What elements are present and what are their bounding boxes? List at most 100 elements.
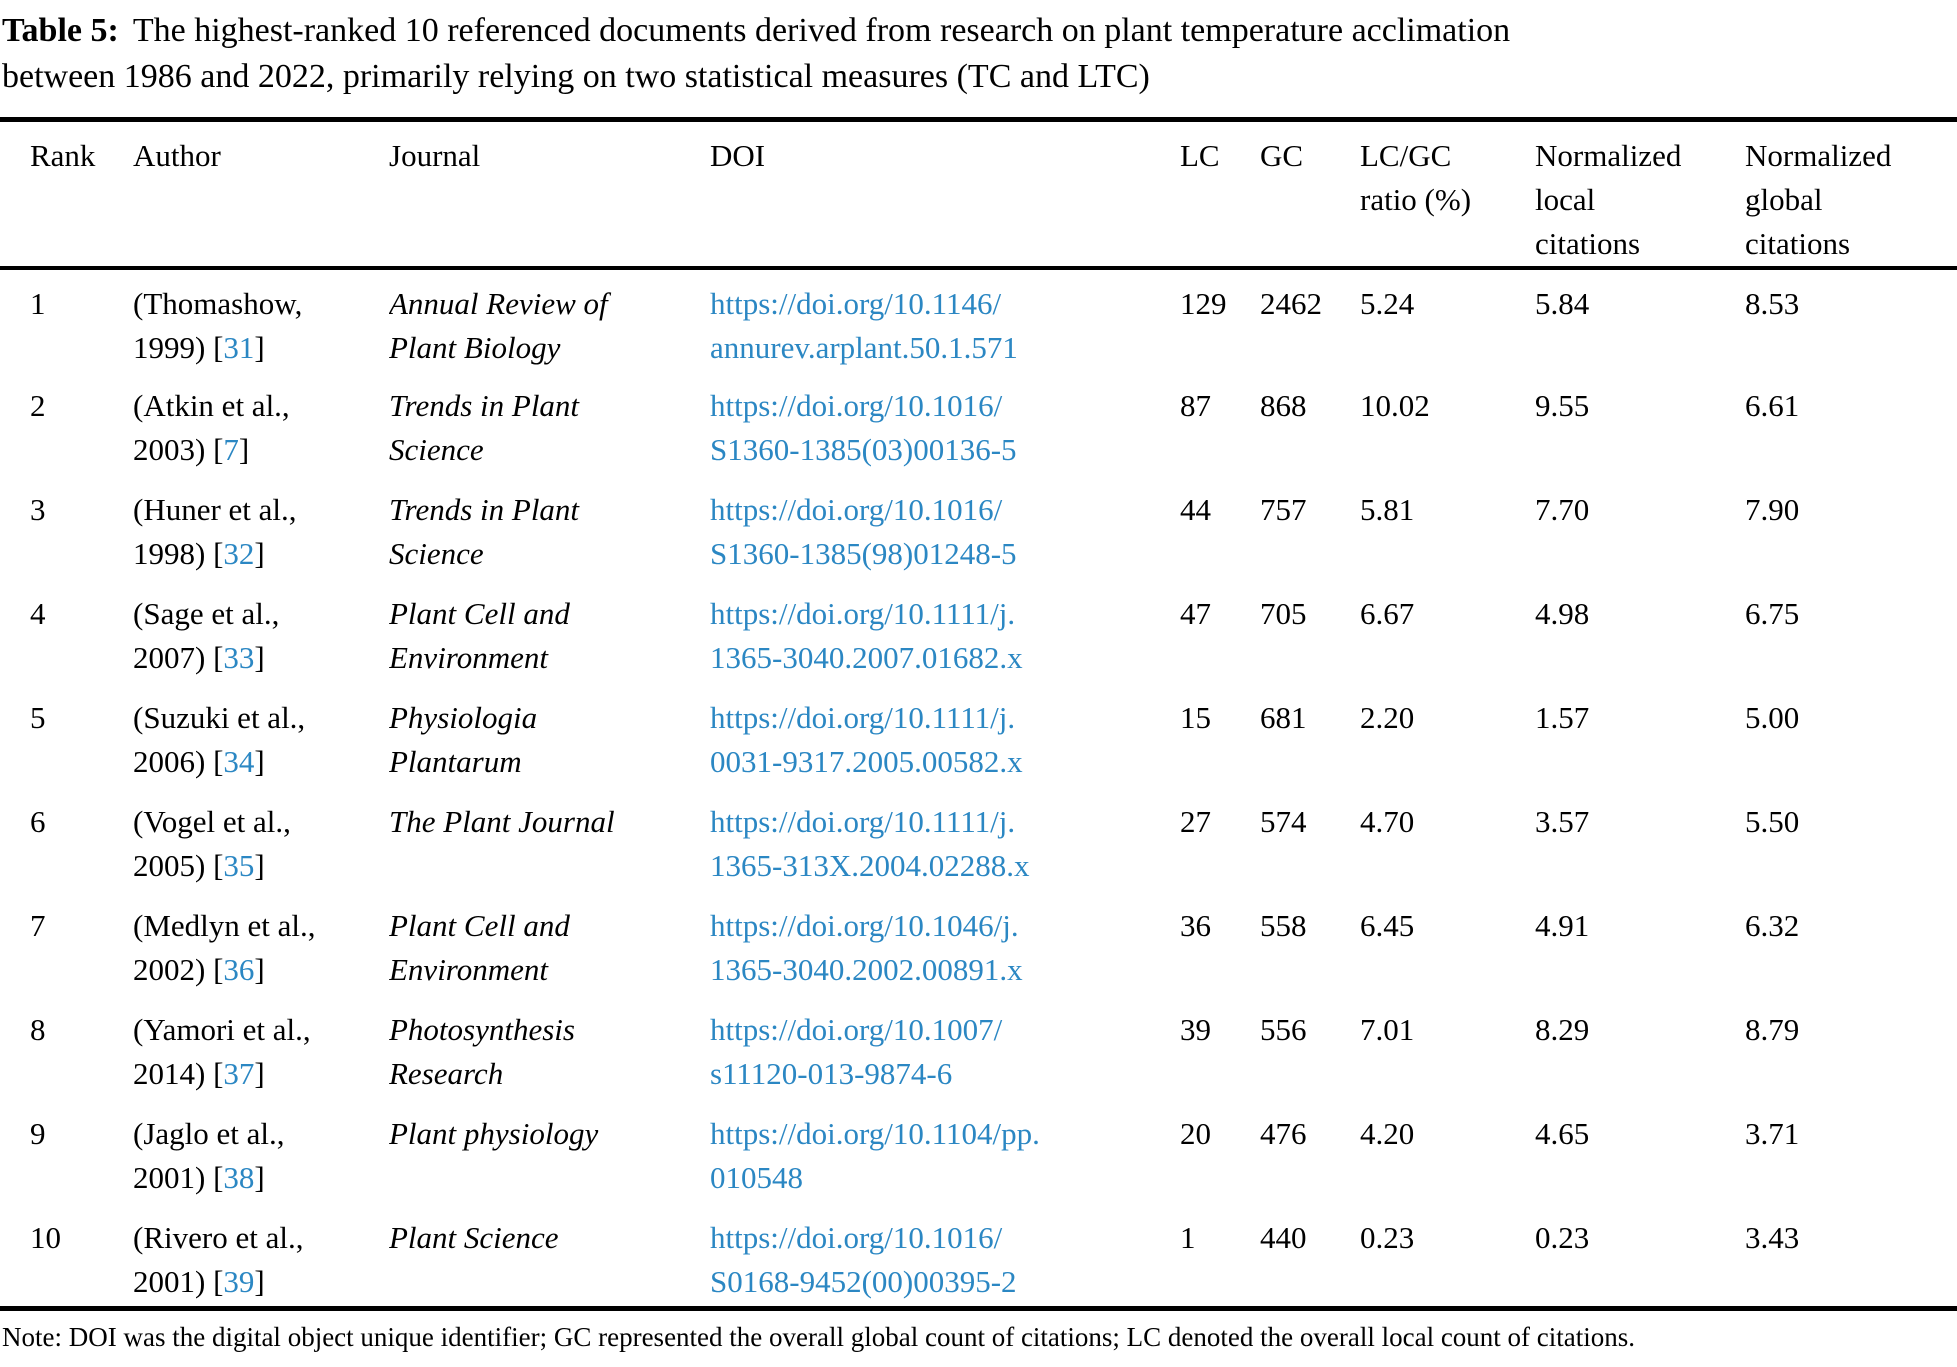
table-caption: Table 5: The highest-ranked 10 referenced…: [0, 0, 1957, 100]
citation-ref-link[interactable]: 31: [223, 330, 255, 365]
author-line-1: (Jaglo et al.,: [133, 1116, 285, 1151]
doi-cell: https://doi.org/10.1111/j. 0031-9317.2005…: [710, 684, 1180, 788]
header-line: global: [1745, 182, 1823, 217]
table-row: 9 (Jaglo et al., 2001) [38] Plant physio…: [0, 1100, 1957, 1204]
col-header-doi: DOI: [710, 119, 1180, 270]
journal-cell: Plant Cell and Environment: [389, 596, 570, 675]
doi-link[interactable]: https://doi.org/10.1016/S1360-1385(03)00…: [710, 388, 1017, 467]
doi-link[interactable]: https://doi.org/10.1016/S0168-9452(00)00…: [710, 1220, 1017, 1299]
ratio-cell: 5.81: [1360, 492, 1415, 527]
header-line: citations: [1535, 226, 1641, 261]
norm-global-cell: 6.61: [1745, 388, 1800, 423]
header-line: local: [1535, 182, 1596, 217]
gc-cell: 440: [1260, 1220, 1307, 1255]
gc-cell: 705: [1260, 596, 1307, 631]
author-line-2: 1999) [31]: [133, 330, 265, 365]
ratio-cell: 4.70: [1360, 804, 1415, 839]
author-cell: (Suzuki et al., 2006) [34]: [133, 684, 389, 788]
doi-link[interactable]: https://doi.org/10.1111/j. 0031-9317.2005…: [710, 700, 1023, 779]
lc-cell: 27: [1180, 804, 1211, 839]
caption-text-1: The highest-ranked 10 referenced documen…: [132, 12, 1511, 49]
col-header-lc: LC: [1180, 119, 1260, 270]
author-line-2: 2001) [39]: [133, 1264, 265, 1299]
table-row: 6 (Vogel et al., 2005) [35] The Plant Jo…: [0, 788, 1957, 892]
lc-cell: 39: [1180, 1012, 1211, 1047]
doi-link[interactable]: https://doi.org/10.1046/j. 1365-3040.2002…: [710, 908, 1023, 987]
author-line-2: 2001) [38]: [133, 1160, 265, 1195]
norm-local-cell: 9.55: [1535, 388, 1590, 423]
norm-local-cell: 5.84: [1535, 286, 1590, 321]
citation-ref-link[interactable]: 32: [223, 536, 255, 571]
norm-global-cell: 7.90: [1745, 492, 1800, 527]
author-line-1: (Vogel et al.,: [133, 804, 291, 839]
header-line: ratio (%): [1360, 182, 1472, 217]
lc-cell: 47: [1180, 596, 1211, 631]
citation-ref-link[interactable]: 37: [223, 1056, 255, 1091]
doi-cell: https://doi.org/10.1007/s11120-013-9874-…: [710, 996, 1180, 1100]
table-row: 4 (Sage et al., 2007) [33] Plant Cell an…: [0, 580, 1957, 684]
citation-ref-link[interactable]: 38: [223, 1160, 255, 1195]
author-cell: (Sage et al., 2007) [33]: [133, 580, 389, 684]
rank-cell: 10: [30, 1220, 61, 1255]
journal-cell: Photosynthesis Research: [389, 1012, 575, 1091]
col-header-rank: Rank: [0, 119, 133, 270]
header-row: Rank Author Journal DOI LC GC LC/GC rati…: [0, 119, 1957, 270]
table-row: 3 (Huner et al., 1998) [32] Trends in Pl…: [0, 476, 1957, 580]
norm-local-cell: 3.57: [1535, 804, 1590, 839]
doi-link[interactable]: https://doi.org/10.1111/j. 1365-313X.2004…: [710, 804, 1030, 883]
doi-link[interactable]: https://doi.org/10.1104/pp. 010548: [710, 1116, 1040, 1195]
doi-cell: https://doi.org/10.1046/j. 1365-3040.2002…: [710, 892, 1180, 996]
citation-ref-link[interactable]: 34: [223, 744, 255, 779]
author-line-1: (Suzuki et al.,: [133, 700, 306, 735]
author-line-1: (Sage et al.,: [133, 596, 280, 631]
gc-cell: 757: [1260, 492, 1307, 527]
rank-cell: 5: [30, 700, 46, 735]
author-cell: (Yamori et al., 2014) [37]: [133, 996, 389, 1100]
citation-ref-link[interactable]: 39: [223, 1264, 255, 1299]
rank-cell: 2: [30, 388, 46, 423]
author-line-2: 2005) [35]: [133, 848, 265, 883]
header-line: citations: [1745, 226, 1851, 261]
doi-link[interactable]: https://doi.org/10.1007/s11120-013-9874-…: [710, 1012, 1003, 1091]
table-note: Note: DOI was the digital object unique …: [2, 1321, 1636, 1352]
header-line: LC/GC: [1360, 138, 1452, 173]
lc-cell: 36: [1180, 908, 1211, 943]
author-line-1: (Yamori et al.,: [133, 1012, 311, 1047]
gc-cell: 556: [1260, 1012, 1307, 1047]
author-cell: (Thomashow, 1999) [31]: [133, 268, 389, 372]
author-line-1: (Huner et al.,: [133, 492, 297, 527]
author-line-2: 2006) [34]: [133, 744, 265, 779]
gc-cell: 476: [1260, 1116, 1307, 1151]
lc-cell: 1: [1180, 1220, 1196, 1255]
norm-local-cell: 0.23: [1535, 1220, 1590, 1255]
norm-local-cell: 4.65: [1535, 1116, 1590, 1151]
header-line: Normalized: [1745, 138, 1892, 173]
author-cell: (Vogel et al., 2005) [35]: [133, 788, 389, 892]
rank-cell: 9: [30, 1116, 46, 1151]
col-header-author: Author: [133, 119, 389, 270]
lc-cell: 15: [1180, 700, 1211, 735]
rank-cell: 4: [30, 596, 46, 631]
lc-cell: 20: [1180, 1116, 1211, 1151]
col-header-journal: Journal: [389, 119, 710, 270]
caption-table-number: Table 5:: [2, 12, 119, 49]
table-row: 10 (Rivero et al., 2001) [39] Plant Scie…: [0, 1204, 1957, 1308]
author-line-2: 2002) [36]: [133, 952, 265, 987]
citation-ref-link[interactable]: 7: [223, 432, 239, 467]
rank-cell: 8: [30, 1012, 46, 1047]
citations-table: Rank Author Journal DOI LC GC LC/GC rati…: [0, 117, 1957, 1311]
ratio-cell: 7.01: [1360, 1012, 1415, 1047]
citation-ref-link[interactable]: 33: [223, 640, 255, 675]
norm-global-cell: 8.79: [1745, 1012, 1800, 1047]
citation-ref-link[interactable]: 36: [223, 952, 255, 987]
doi-link[interactable]: https://doi.org/10.1111/j. 1365-3040.2007…: [710, 596, 1023, 675]
doi-link[interactable]: https://doi.org/10.1146/annurev.arplant.…: [710, 286, 1018, 365]
doi-cell: https://doi.org/10.1146/annurev.arplant.…: [710, 268, 1180, 372]
author-line-1: (Thomashow,: [133, 286, 303, 321]
citation-ref-link[interactable]: 35: [223, 848, 255, 883]
norm-global-cell: 3.43: [1745, 1220, 1800, 1255]
ratio-cell: 5.24: [1360, 286, 1415, 321]
doi-link[interactable]: https://doi.org/10.1016/S1360-1385(98)01…: [710, 492, 1017, 571]
journal-cell: Physiologia Plantarum: [389, 700, 538, 779]
